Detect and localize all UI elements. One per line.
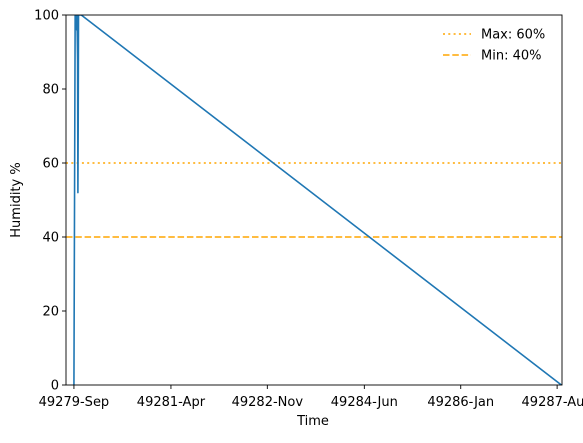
plot-area (66, 15, 562, 385)
x-tick-label: 49286-Jan (427, 395, 494, 410)
humidity-series-line (73, 15, 562, 385)
x-axis-label: Time (296, 414, 329, 429)
y-tick-label: 20 (42, 305, 59, 320)
legend-label-max: Max: 60% (481, 28, 545, 43)
y-tick-label: 100 (34, 9, 59, 24)
y-tick-label: 80 (42, 83, 59, 98)
x-tick-label: 49279-Sep (39, 395, 110, 410)
x-tick-label: 49287-Aug (522, 395, 583, 410)
axes: 0 20 40 60 80 100 49279-Sep 49281-Apr 49282-Nov 4… (34, 9, 583, 411)
y-axis-label: Humidity % (9, 162, 24, 237)
legend-label-min: Min: 40% (481, 49, 541, 64)
x-tick-label: 49282-Nov (232, 395, 304, 410)
plot-clipped-group (66, 15, 562, 385)
legend: Max: 60% Min: 40% (443, 28, 545, 64)
x-tick-label: 49281-Apr (137, 395, 206, 410)
y-tick-label: 60 (42, 157, 59, 172)
axes-frame (65, 14, 563, 386)
y-tick-label: 0 (51, 379, 59, 394)
x-tick-label: 49284-Jun (331, 395, 398, 410)
y-tick-label: 40 (42, 231, 59, 246)
